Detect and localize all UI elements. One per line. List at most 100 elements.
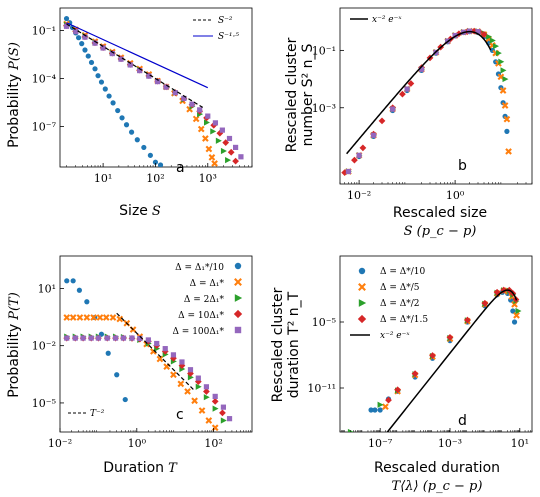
data-point-orange xyxy=(90,314,97,321)
panel-b-label: b xyxy=(458,158,467,174)
data-point-purple xyxy=(146,73,152,79)
data-point-blue xyxy=(76,287,82,293)
data-point-purple xyxy=(88,335,94,341)
data-point-blue xyxy=(115,107,121,114)
data-point-green xyxy=(486,33,493,40)
svg-text:T⁻²: T⁻² xyxy=(90,409,105,419)
data-point-purple xyxy=(127,62,133,68)
data-point-blue xyxy=(504,128,510,134)
panel-b: 10⁻² 10⁰ 10⁻¹ 10⁻³ b Rescaled size S (p_c −… xyxy=(284,7,533,239)
data-point-purple xyxy=(203,384,210,390)
data-point-purple xyxy=(195,375,201,381)
series-red xyxy=(341,27,488,176)
data-point-blue xyxy=(122,396,128,403)
data-point-purple xyxy=(370,132,377,138)
data-point-purple xyxy=(390,106,396,112)
y-tick-label: 10¹ xyxy=(38,282,56,295)
panel-b-frame xyxy=(339,7,533,185)
data-point-blue xyxy=(64,278,70,284)
data-point-purple xyxy=(232,144,239,151)
data-point-blue xyxy=(152,159,159,165)
legend-marker-purple xyxy=(234,326,242,334)
y-tick-label: 10⁻¹ xyxy=(32,24,56,37)
y-tick-label: 10⁻³ xyxy=(312,102,336,115)
x-tick-label: 10¹ xyxy=(511,437,529,450)
panel-a-ylabel: ProbabilityP(S) xyxy=(6,42,22,148)
data-point-green xyxy=(493,43,500,50)
data-point-blue xyxy=(134,137,140,143)
data-point-red xyxy=(481,299,489,307)
data-point-green xyxy=(220,417,227,424)
data-point-purple xyxy=(82,34,88,40)
data-point-purple xyxy=(137,68,143,74)
data-point-purple xyxy=(220,404,227,410)
data-point-orange xyxy=(76,314,84,321)
y-tick-label: 10⁻² xyxy=(32,340,56,353)
data-point-purple xyxy=(418,66,425,72)
data-point-blue xyxy=(98,79,105,85)
panel-a-label: a xyxy=(176,160,185,176)
data-point-orange xyxy=(83,314,91,321)
legend-marker-blue xyxy=(234,262,242,270)
data-point-purple xyxy=(80,335,86,341)
panel-c-label: c xyxy=(176,407,184,423)
data-point-red xyxy=(429,352,436,359)
svg-text:Δ = 10Δ₁*: Δ = 10Δ₁* xyxy=(178,311,224,321)
y-tick-label: 10⁻⁵ xyxy=(312,316,336,329)
data-point-blue xyxy=(84,299,90,305)
panel-b-legend: x⁻² e⁻ˣ xyxy=(350,15,402,25)
panel-d-ylabel2: duration T² n_T xyxy=(286,291,302,398)
data-point-orange xyxy=(191,397,198,405)
data-point-orange xyxy=(202,135,209,142)
panel-d-ticks: 10⁻⁷ 10⁻³ 10¹ 10⁻⁵ 10⁻¹¹ xyxy=(307,316,533,450)
data-point-green xyxy=(489,37,496,44)
data-point-blue xyxy=(110,100,116,106)
svg-text:Δ = Δ*/10: Δ = Δ*/10 xyxy=(380,267,426,277)
data-point-green xyxy=(500,67,507,74)
data-point-green xyxy=(210,128,217,135)
x-tick-label: 10² xyxy=(204,437,222,450)
data-point-green xyxy=(495,50,502,57)
data-point-purple xyxy=(118,56,124,62)
data-point-orange xyxy=(116,315,124,323)
data-point-purple xyxy=(179,359,185,365)
x-tick-label: 10⁰ xyxy=(446,189,465,202)
series-blue xyxy=(64,278,128,403)
panel-c-ylabel: ProbabilityP(T) xyxy=(6,292,22,398)
data-point-purple xyxy=(452,32,458,39)
data-point-purple xyxy=(162,346,168,352)
data-point-purple xyxy=(72,335,78,341)
y-tick-label: 10⁻⁷ xyxy=(32,121,57,134)
legend-marker-orange xyxy=(234,278,242,286)
series-green xyxy=(63,21,232,164)
data-point-green xyxy=(225,157,232,164)
data-point-green xyxy=(220,147,227,155)
data-point-orange xyxy=(177,380,185,388)
data-point-purple xyxy=(154,340,160,347)
data-point-purple xyxy=(181,95,187,102)
data-point-green xyxy=(347,428,354,432)
reference-line xyxy=(66,22,209,89)
panel-d: 10⁻⁷ 10⁻³ 10¹ 10⁻⁵ 10⁻¹¹ d Rescaled duration… xyxy=(270,255,533,494)
reference-line xyxy=(116,312,194,391)
x-tick-label: 10⁻³ xyxy=(438,437,462,450)
panel-d-xlabel: Rescaled duration xyxy=(374,460,500,476)
data-point-green xyxy=(502,75,509,83)
data-point-green xyxy=(515,307,522,315)
data-point-orange xyxy=(184,388,191,395)
data-point-blue xyxy=(106,93,112,99)
data-point-orange xyxy=(208,154,216,161)
data-point-purple xyxy=(187,367,194,373)
data-point-blue xyxy=(128,129,135,135)
panel-d-frame xyxy=(339,255,533,433)
data-point-purple xyxy=(212,393,218,400)
panel-b-xlabel: Rescaled size xyxy=(393,205,487,221)
data-point-orange xyxy=(501,102,509,109)
series-purple xyxy=(63,23,244,160)
x-tick-label: 10⁰ xyxy=(128,437,147,450)
panel-d-marks xyxy=(347,286,522,432)
panel-a-xlabel: Size S xyxy=(119,203,161,219)
data-point-purple xyxy=(104,335,110,341)
data-point-purple xyxy=(109,50,115,57)
data-point-red xyxy=(211,398,219,405)
